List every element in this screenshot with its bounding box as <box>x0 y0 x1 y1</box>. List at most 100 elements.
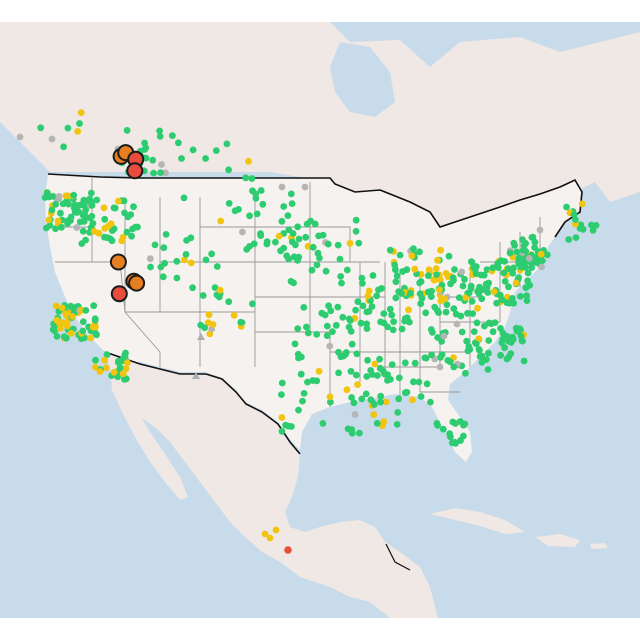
station-dot[interactable] <box>377 318 384 326</box>
station-dot[interactable] <box>354 381 361 388</box>
station-dot[interactable] <box>398 325 406 333</box>
station-dot[interactable] <box>434 256 441 264</box>
station-dot[interactable] <box>332 321 340 329</box>
station-dot[interactable] <box>58 304 66 312</box>
station-dot[interactable] <box>225 166 233 174</box>
station-dot[interactable] <box>485 349 492 357</box>
station-dot[interactable] <box>45 216 53 224</box>
station-dot[interactable] <box>463 337 471 345</box>
station-dot[interactable] <box>313 331 321 338</box>
station-dot[interactable] <box>178 155 185 162</box>
station-dot[interactable] <box>287 190 295 198</box>
station-dot[interactable] <box>519 337 526 345</box>
station-dot[interactable] <box>110 368 118 376</box>
station-dot[interactable] <box>123 127 131 134</box>
station-dot[interactable] <box>376 355 383 363</box>
station-dot[interactable] <box>300 390 308 397</box>
station-dot[interactable] <box>510 239 518 247</box>
station-dot[interactable] <box>370 411 378 418</box>
station-dot[interactable] <box>101 215 109 223</box>
station-dot[interactable] <box>484 366 492 373</box>
station-dot[interactable] <box>441 295 448 303</box>
station-dot[interactable] <box>205 311 213 319</box>
station-dot[interactable] <box>519 247 527 254</box>
station-dot[interactable] <box>308 266 316 274</box>
station-dot[interactable] <box>523 292 531 299</box>
station-dot[interactable] <box>208 250 216 258</box>
station-dot[interactable] <box>77 109 85 116</box>
station-dot[interactable] <box>354 298 362 306</box>
station-dot[interactable] <box>248 175 256 182</box>
station-dot[interactable] <box>501 344 508 352</box>
station-dot[interactable] <box>392 266 399 274</box>
station-dot[interactable] <box>280 244 288 252</box>
station-dot[interactable] <box>189 146 197 154</box>
station-dot[interactable] <box>358 274 366 282</box>
station-dot[interactable] <box>422 309 430 317</box>
station-dot[interactable] <box>212 147 220 154</box>
station-dot[interactable] <box>367 396 375 404</box>
station-dot[interactable] <box>92 356 99 364</box>
station-dot[interactable] <box>345 323 353 331</box>
station-dot[interactable] <box>58 223 65 231</box>
station-dot[interactable] <box>272 526 280 534</box>
station-dot[interactable] <box>67 302 75 310</box>
station-dot[interactable] <box>445 252 453 260</box>
station-dot[interactable] <box>78 240 86 248</box>
station-dot[interactable] <box>278 217 286 225</box>
station-dot[interactable] <box>497 257 505 265</box>
station-dot[interactable] <box>451 266 458 273</box>
station-dot[interactable] <box>370 401 378 408</box>
station-dot[interactable] <box>291 340 299 348</box>
station-dot[interactable] <box>490 288 498 295</box>
station-dot[interactable] <box>478 295 486 303</box>
station-dot[interactable] <box>175 139 182 147</box>
station-dot[interactable] <box>278 414 286 421</box>
station-dot[interactable] <box>407 289 414 297</box>
station-dot[interactable] <box>280 203 288 210</box>
station-dot[interactable] <box>53 316 61 324</box>
station-dot[interactable] <box>162 231 170 238</box>
station-dot[interactable] <box>563 203 570 211</box>
station-dot[interactable] <box>468 297 476 305</box>
station-dot[interactable] <box>90 228 98 235</box>
station-dot[interactable] <box>352 371 360 379</box>
station-dot[interactable] <box>499 335 507 343</box>
station-dot[interactable] <box>299 397 306 405</box>
station-dot[interactable] <box>474 304 481 312</box>
station-dot[interactable] <box>434 422 441 429</box>
station-dot[interactable] <box>458 268 466 276</box>
station-dot[interactable] <box>211 284 219 291</box>
station-dot[interactable] <box>578 200 586 208</box>
station-dot[interactable] <box>457 437 464 444</box>
station-dot[interactable] <box>283 252 291 260</box>
station-dot[interactable] <box>427 398 434 406</box>
station-dot[interactable] <box>457 312 465 320</box>
station-dot[interactable] <box>149 156 157 164</box>
station-dot[interactable] <box>506 249 514 257</box>
station-dot[interactable] <box>507 339 515 346</box>
station-dot[interactable] <box>388 311 396 319</box>
station-dot[interactable] <box>522 264 529 271</box>
station-dot[interactable] <box>439 425 447 433</box>
station-dot[interactable] <box>91 315 99 323</box>
station-dot[interactable] <box>447 280 454 288</box>
station-dot[interactable] <box>442 308 450 316</box>
station-dot[interactable] <box>189 284 197 292</box>
station-dot[interactable] <box>37 124 45 132</box>
station-dot[interactable] <box>523 297 531 304</box>
station-dot[interactable] <box>394 409 402 416</box>
station-dot[interactable] <box>294 325 302 332</box>
station-dot[interactable] <box>455 294 463 301</box>
station-dot[interactable] <box>101 233 108 241</box>
station-dot[interactable] <box>386 246 394 254</box>
station-dot[interactable] <box>116 364 124 371</box>
station-dot[interactable] <box>470 264 478 271</box>
station-dot[interactable] <box>517 332 525 340</box>
station-dot[interactable] <box>351 411 359 418</box>
station-dot[interactable] <box>401 315 409 322</box>
station-dot[interactable] <box>453 320 461 328</box>
station-dot[interactable] <box>48 135 56 143</box>
station-dot[interactable] <box>340 352 347 360</box>
station-dot[interactable] <box>531 238 539 246</box>
